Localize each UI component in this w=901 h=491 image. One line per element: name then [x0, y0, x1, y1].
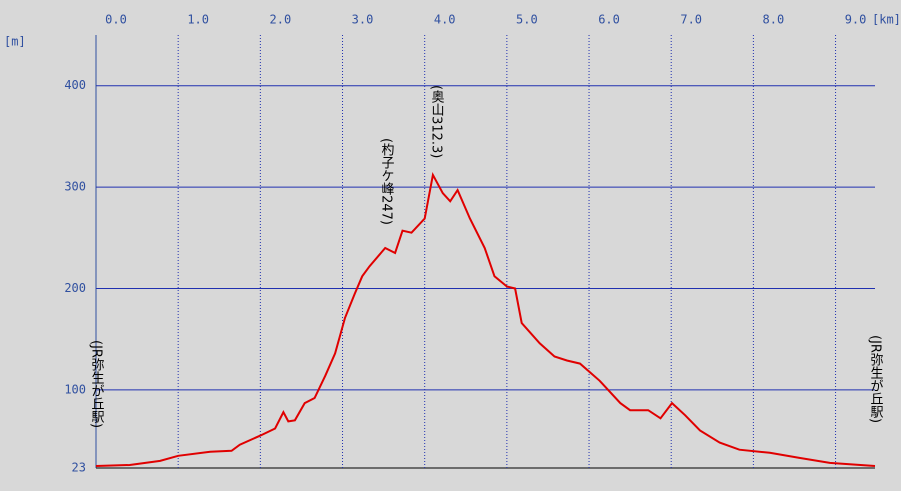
y-tick-label: 23 [72, 461, 86, 475]
x-tick-label: 3.0 [352, 13, 374, 27]
x-tick-label: 2.0 [270, 13, 292, 27]
y-tick-label: 300 [64, 180, 86, 194]
x-tick-label: 5.0 [516, 13, 538, 27]
x-tick-label: 1.0 [187, 13, 209, 27]
x-unit: [km] [872, 13, 901, 27]
y-tick-label: 400 [64, 78, 86, 92]
annotation: (杓子ケ峰247) [379, 138, 395, 225]
elevation-line [95, 171, 876, 467]
y-tick-label: 100 [64, 382, 86, 396]
annotation: (奥山312.3) [429, 85, 445, 158]
x-tick-label: 0.0 [105, 13, 127, 27]
y-tick-label: 200 [64, 281, 86, 295]
x-tick-label: 4.0 [434, 13, 456, 27]
x-tick-label: 9.0 [845, 13, 867, 27]
annotation: (JR弥生が丘駅) [89, 340, 105, 428]
x-tick-label: 6.0 [598, 13, 620, 27]
x-tick-label: 7.0 [680, 13, 702, 27]
annotation: (JR弥生が丘駅) [868, 335, 884, 423]
x-tick-label: 8.0 [763, 13, 785, 27]
y-unit: [m] [4, 35, 26, 49]
